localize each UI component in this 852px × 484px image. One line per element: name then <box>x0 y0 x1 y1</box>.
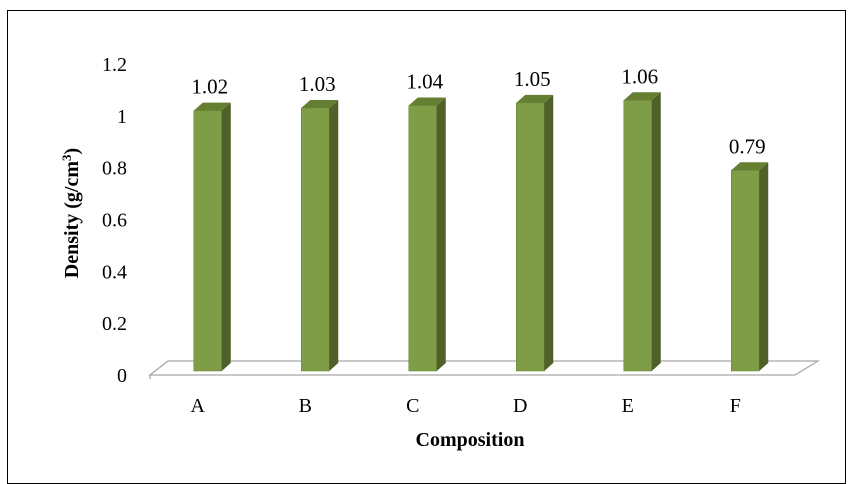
bar-top-face <box>516 94 554 103</box>
bar-front-face <box>516 102 545 372</box>
bar <box>301 100 339 372</box>
y-axis-ticks: 0 0.2 0.4 0.6 0.8 1 1.2 <box>102 54 127 387</box>
bar-side-face <box>221 102 231 372</box>
bar-side-face <box>329 100 339 371</box>
x-tick-label: B <box>299 395 312 417</box>
y-axis-title-end: ) <box>61 148 83 155</box>
bar-top-face <box>193 102 231 111</box>
bar-side-face <box>759 162 769 371</box>
data-label: 1.06 <box>621 64 658 88</box>
bar-top-face <box>301 100 339 109</box>
x-tick-label: F <box>730 395 741 417</box>
bar <box>516 94 554 372</box>
y-axis-title-main: Density (g/cm <box>61 161 83 279</box>
y-tick-label: 0.4 <box>102 261 127 283</box>
bar-side-face <box>651 92 661 372</box>
chart-floor <box>148 360 821 379</box>
x-tick-label: E <box>622 395 634 417</box>
x-tick-label: A <box>191 395 206 417</box>
y-axis-title: Density (g/cm3) <box>59 148 84 278</box>
floor-plane <box>148 360 821 376</box>
y-tick-label: 0 <box>117 365 127 387</box>
bar-side-face <box>436 97 446 371</box>
y-tick-label: 0.8 <box>102 158 127 180</box>
bar <box>623 92 661 372</box>
bar <box>193 102 231 372</box>
bar-front-face <box>408 105 437 372</box>
y-tick-label: 1.2 <box>102 54 127 76</box>
bar <box>731 162 769 372</box>
data-labels: 1.02 1.03 1.04 1.05 1.06 0.79 <box>191 64 765 158</box>
bar-top-face <box>408 97 446 106</box>
bars <box>193 92 769 372</box>
x-tick-label: D <box>513 395 527 417</box>
bar-side-face <box>544 94 554 371</box>
bar-front-face <box>301 107 330 372</box>
x-tick-label: C <box>406 395 419 417</box>
bar <box>408 97 446 372</box>
bar-front-face <box>731 170 760 372</box>
bar-top-face <box>731 162 769 171</box>
x-axis-ticks: A B C D E F <box>191 395 741 417</box>
data-label: 1.04 <box>406 69 443 93</box>
bar-front-face <box>193 110 222 372</box>
data-label: 1.05 <box>514 67 551 91</box>
y-axis-title-superscript: 3 <box>59 154 74 161</box>
data-label: 1.03 <box>299 72 336 96</box>
x-axis-title: Composition <box>416 429 525 451</box>
data-label: 0.79 <box>729 134 766 158</box>
bar-front-face <box>623 100 652 372</box>
y-tick-label: 0.2 <box>102 313 127 335</box>
data-label: 1.02 <box>191 75 228 99</box>
bar-top-face <box>623 92 661 101</box>
y-tick-label: 1 <box>117 106 127 128</box>
y-tick-label: 0.6 <box>102 210 127 232</box>
